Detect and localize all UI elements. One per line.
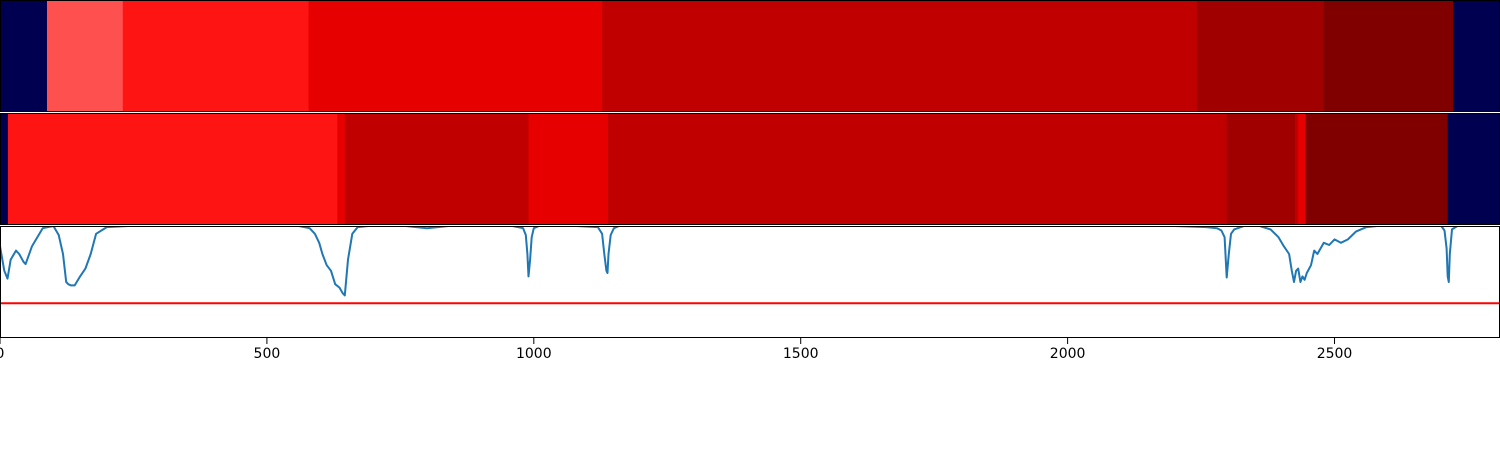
heatmap-segment (1196, 0, 1325, 112)
heatmap-bottom-panel (0, 113, 1500, 225)
x-tick-label: 1000 (516, 346, 552, 362)
x-tick-label: 0 (0, 346, 4, 362)
line-plot-panel (0, 226, 1500, 338)
signal-series-line (0, 226, 1500, 297)
heatmap-segment (1447, 113, 1500, 225)
x-tick-label: 2000 (1050, 346, 1086, 362)
heatmap-segment (528, 113, 609, 225)
heatmap-segment (1295, 113, 1299, 225)
heatmap-segment (1323, 0, 1454, 112)
heatmap-segment (344, 113, 529, 225)
heatmap-segment (122, 0, 310, 112)
heatmap-segment (1305, 113, 1449, 225)
heatmap-segment (602, 0, 1198, 112)
heatmap-segment (1226, 113, 1296, 225)
line-plot-background (0, 226, 1500, 338)
heatmap-segment (0, 113, 9, 225)
x-tick-label: 1500 (783, 346, 819, 362)
heatmap-segment (0, 0, 48, 112)
heatmap-segment (608, 113, 1228, 225)
heatmap-segment (1298, 113, 1307, 225)
heatmap-segment (308, 0, 603, 112)
x-axis: 0 500 1000 1500 2000 2500 (0, 338, 1352, 362)
heatmap-segment (46, 0, 124, 112)
heatmap-segment (1453, 0, 1500, 112)
heatmap-segment (337, 113, 346, 225)
heatmap-segment (8, 113, 338, 225)
x-tick-label: 2500 (1317, 346, 1353, 362)
x-tick-label: 500 (254, 346, 281, 362)
heatmap-top-panel (0, 0, 1500, 112)
